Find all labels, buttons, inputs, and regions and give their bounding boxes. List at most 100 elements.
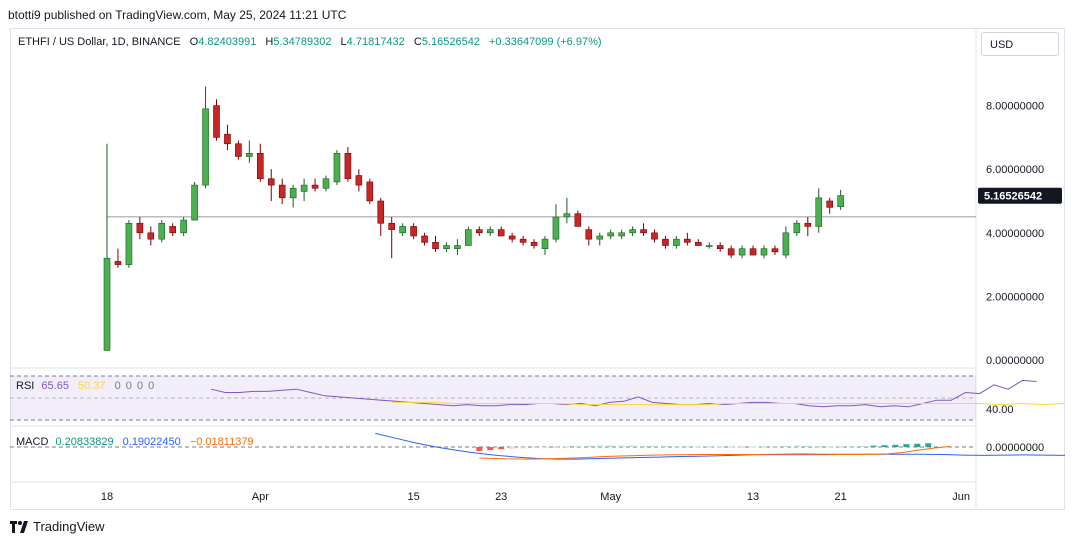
macd-zero-label: 0.00000000 xyxy=(986,442,1044,454)
rsi-ma-value: 50.37 xyxy=(78,380,106,392)
low-key: L xyxy=(340,36,347,48)
candle-body xyxy=(399,226,406,234)
candle-body xyxy=(443,245,450,250)
macd-histogram-bar xyxy=(509,447,516,449)
macd-histogram-bar xyxy=(695,446,702,448)
macd-histogram-bar xyxy=(870,445,877,447)
macd-histogram-bar xyxy=(739,446,746,448)
candle-body xyxy=(563,213,571,218)
close-key: C xyxy=(413,36,422,48)
candle-body xyxy=(103,257,111,351)
candle-body xyxy=(760,248,768,256)
price-legend: ETHFI / US Dollar, 1D, BINANCE O4.824039… xyxy=(18,36,608,48)
macd-histogram-bar xyxy=(771,446,778,448)
candle-body xyxy=(344,153,352,180)
macd-histogram-bar xyxy=(487,447,494,451)
candle-body xyxy=(793,222,801,234)
low-value: 4.71817432 xyxy=(346,36,405,48)
last-price-badge xyxy=(978,187,1062,204)
macd-histogram-bar xyxy=(859,445,866,447)
candle-body xyxy=(366,181,374,202)
candle-body xyxy=(629,229,636,234)
macd-histogram-bar xyxy=(717,446,724,448)
macd-histogram-bar xyxy=(782,445,789,447)
macd-histogram-bar xyxy=(804,445,811,447)
open-value: 4.82403991 xyxy=(198,36,257,48)
rsi-label: RSI xyxy=(16,380,35,392)
candle-body xyxy=(158,222,166,240)
macd-histogram-bar xyxy=(651,445,658,447)
macd-histogram-bar xyxy=(662,445,669,447)
macd-histogram-bar xyxy=(728,446,735,448)
candle-body xyxy=(421,235,428,243)
candle-body xyxy=(322,178,330,189)
y-tick-label: 8.00000000 xyxy=(986,101,1044,113)
candle-body xyxy=(410,226,417,237)
candle-body xyxy=(454,245,461,250)
macd-histogram-bar xyxy=(881,445,888,447)
candle-body xyxy=(519,238,527,243)
currency-button[interactable]: USD xyxy=(981,32,1059,56)
macd-histogram-bar xyxy=(706,446,713,448)
candle-body xyxy=(213,105,220,138)
candle-body xyxy=(355,175,363,186)
candle-body xyxy=(465,229,472,246)
y-tick-label: 0.00000000 xyxy=(986,355,1044,367)
macd-legend: MACD 0.20833829 0.19022450 −0.01811379 xyxy=(16,436,254,448)
candle-body xyxy=(782,232,790,256)
candle-body xyxy=(749,248,757,256)
tradingview-logo[interactable]: TradingView xyxy=(10,519,105,534)
rsi-ma-line xyxy=(391,401,1065,406)
rsi-extras: 0 0 0 0 xyxy=(114,380,156,392)
x-tick-label: 23 xyxy=(495,491,507,503)
x-tick-label: Apr xyxy=(252,491,269,503)
candle-body xyxy=(432,242,439,249)
macd-label: MACD xyxy=(16,436,49,448)
candle-body xyxy=(475,229,483,234)
macd-histogram-bar xyxy=(585,445,592,447)
candlestick-chart[interactable]: 10.000000008.000000006.000000004.0000000… xyxy=(10,28,1065,510)
candle-body xyxy=(662,238,669,246)
x-tick-label: 18 xyxy=(101,491,113,503)
rsi-legend: RSI 65.65 50.37 0 0 0 0 xyxy=(16,380,155,392)
macd-line-value: 0.19022450 xyxy=(122,436,181,448)
y-tick-label: 4.00000000 xyxy=(986,228,1044,240)
candle-body xyxy=(246,153,253,157)
candle-body xyxy=(267,178,275,186)
candle-body xyxy=(191,184,198,221)
macd-histogram-bar xyxy=(542,447,548,448)
candle-body xyxy=(705,245,713,247)
macd-histogram-bar xyxy=(815,446,822,448)
rsi-level-label: 40.00 xyxy=(986,404,1014,416)
macd-line xyxy=(375,432,1065,460)
macd-histogram-bar xyxy=(596,445,603,447)
y-tick-label: 6.00000000 xyxy=(986,164,1044,176)
tradingview-logo-icon xyxy=(10,520,28,533)
macd-histogram-bar xyxy=(574,445,581,447)
candle-body xyxy=(114,261,122,265)
candle-body xyxy=(684,238,691,243)
candle-body xyxy=(497,229,505,237)
candle-body xyxy=(640,229,647,234)
rsi-value: 65.65 xyxy=(41,380,69,392)
candle-body xyxy=(311,184,319,189)
candle-body xyxy=(508,235,516,240)
candle-body xyxy=(673,238,680,246)
candle-body xyxy=(202,108,209,186)
macd-histogram-bar xyxy=(552,446,559,448)
candle-body xyxy=(815,197,823,227)
candle-body xyxy=(257,153,264,180)
macd-histogram-bar xyxy=(750,446,757,448)
macd-histogram-bar xyxy=(476,447,483,451)
candle-body xyxy=(738,248,746,256)
candle-body xyxy=(596,235,604,240)
macd-histogram-bar xyxy=(837,446,844,448)
candle-body xyxy=(333,153,341,183)
macd-histogram-bar xyxy=(640,445,647,447)
open-key: O xyxy=(189,36,199,48)
candle-body xyxy=(727,248,735,256)
macd-hist-value: 0.20833829 xyxy=(55,436,114,448)
high-value: 5.34789302 xyxy=(273,36,332,48)
candle-body xyxy=(585,229,593,240)
change-value: +0.33647099 (+6.97%) xyxy=(489,36,602,48)
